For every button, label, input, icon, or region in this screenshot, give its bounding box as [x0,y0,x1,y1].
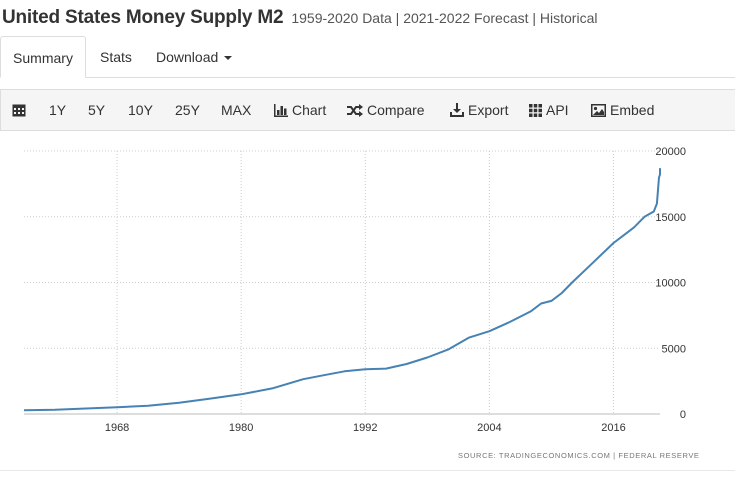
chart-button-label: Chart [292,102,327,118]
image-icon [591,103,606,117]
range-max-button[interactable]: MAX [221,102,252,118]
download-icon [450,103,464,118]
chevron-down-icon [224,56,233,61]
tab-download-label: Download [156,49,219,65]
tab-download[interactable]: Download [156,36,233,78]
tab-summary-label: Summary [13,50,73,66]
calendar-button[interactable] [12,90,30,130]
y-tick-label: 10000 [655,278,686,290]
embed-button-label: Embed [610,102,655,118]
source-note: SOURCE: TRADINGECONOMICS.COM | FEDERAL R… [458,451,700,460]
chart-toolbar: 1Y 5Y 10Y 25Y MAX Chart Compare Export A… [0,89,735,131]
page-subtitle: 1959-2020 Data | 2021-2022 Forecast | Hi… [291,10,598,26]
x-tick-label: 1980 [229,422,253,434]
y-tick-label: 5000 [662,343,686,355]
range-1y-button[interactable]: 1Y [49,102,67,118]
tab-stats-label: Stats [100,49,132,65]
x-tick-label: 1968 [105,422,129,434]
x-tick-label: 2016 [601,422,625,434]
x-tick-label: 2004 [477,422,501,434]
series-line [23,168,661,412]
shuffle-icon [347,103,363,117]
divider [0,470,735,471]
title-bar: United States Money Supply M2 1959-2020 … [0,0,735,36]
range-25y-button[interactable]: 25Y [175,102,200,118]
api-button-label: API [546,102,569,118]
calendar-icon [12,104,26,117]
range-10y-button[interactable]: 10Y [128,102,153,118]
y-tick-label: 15000 [655,212,686,224]
chart-area: 20000 15000 10000 5000 0 1968 1980 1992 2004 2016 [0,131,735,471]
y-tick-label: 20000 [655,146,686,158]
export-button[interactable]: Export [450,90,508,130]
export-button-label: Export [468,102,509,118]
range-5y-button[interactable]: 5Y [88,102,106,118]
x-tick-label: 1992 [353,422,377,434]
page-title: United States Money Supply M2 [2,7,284,28]
embed-button[interactable]: Embed [591,90,654,130]
tab-stats[interactable]: Stats [100,36,132,78]
grid-icon [529,103,542,117]
api-button[interactable]: API [529,90,569,130]
tab-bar: Summary Stats Download [0,36,735,78]
bar-chart-icon [274,103,288,117]
chart-button[interactable]: Chart [274,90,326,130]
compare-button[interactable]: Compare [347,90,425,130]
y-tick-label: 0 [680,409,686,421]
tab-summary[interactable]: Summary [0,36,86,78]
compare-button-label: Compare [367,102,425,118]
line-chart: 20000 15000 10000 5000 0 1968 1980 1992 2004 2016 [23,146,686,434]
